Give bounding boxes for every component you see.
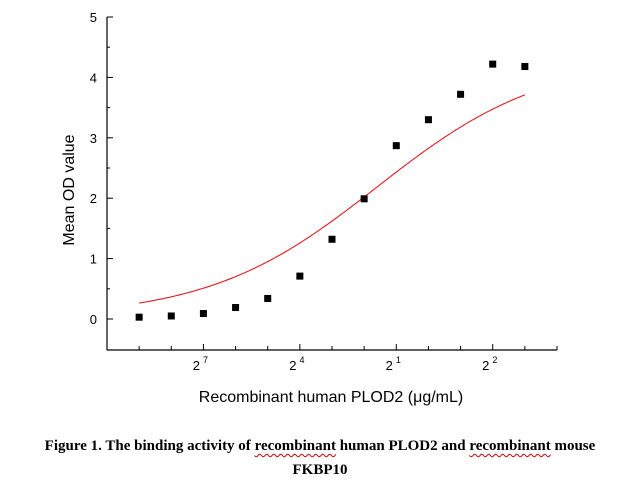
y-tick-label: 4 [90, 70, 97, 85]
data-point [360, 195, 368, 203]
data-point [296, 272, 304, 280]
data-point [328, 235, 336, 243]
binding-activity-chart: 0 1 2 3 4 5 2 7 2 4 2 1 2 2 Recombinant human PLOD2 (… [61, 10, 558, 406]
data-point [489, 60, 497, 68]
data-point [424, 116, 432, 124]
fit-curve-group [139, 94, 526, 304]
data-point [199, 310, 207, 318]
y-tick-label: 5 [90, 10, 97, 25]
data-point [521, 63, 529, 71]
caption-word-recombinant-2: recombinant [469, 438, 551, 454]
figure-caption: Figure 1. The binding activity of recomb… [0, 434, 640, 482]
caption-mid: human PLOD2 and [335, 438, 470, 454]
caption-suffix: mouse [550, 438, 596, 454]
caption-prefix: Figure 1. The binding activity of [44, 438, 255, 454]
y-axis-title: Mean OD value [61, 134, 78, 245]
y-tick-label: 1 [90, 252, 97, 267]
data-point [392, 142, 400, 150]
y-tick-label: 2 [90, 191, 97, 206]
data-point [457, 90, 465, 98]
caption-line-2: FKBP10 [292, 462, 348, 478]
data-point [135, 313, 143, 321]
axis-ticks: 0 1 2 3 4 5 2 7 2 4 2 1 2 2 [90, 10, 558, 373]
data-points [135, 60, 529, 321]
data-point [264, 294, 272, 302]
caption-word-recombinant-1: recombinant [254, 438, 336, 454]
data-point [232, 304, 240, 312]
y-tick-label: 0 [90, 312, 97, 327]
x-axis-title: Recombinant human PLOD2 (μg/mL) [199, 389, 463, 406]
data-point [167, 312, 175, 320]
y-tick-label: 3 [90, 131, 97, 146]
fit-curve [139, 94, 526, 304]
